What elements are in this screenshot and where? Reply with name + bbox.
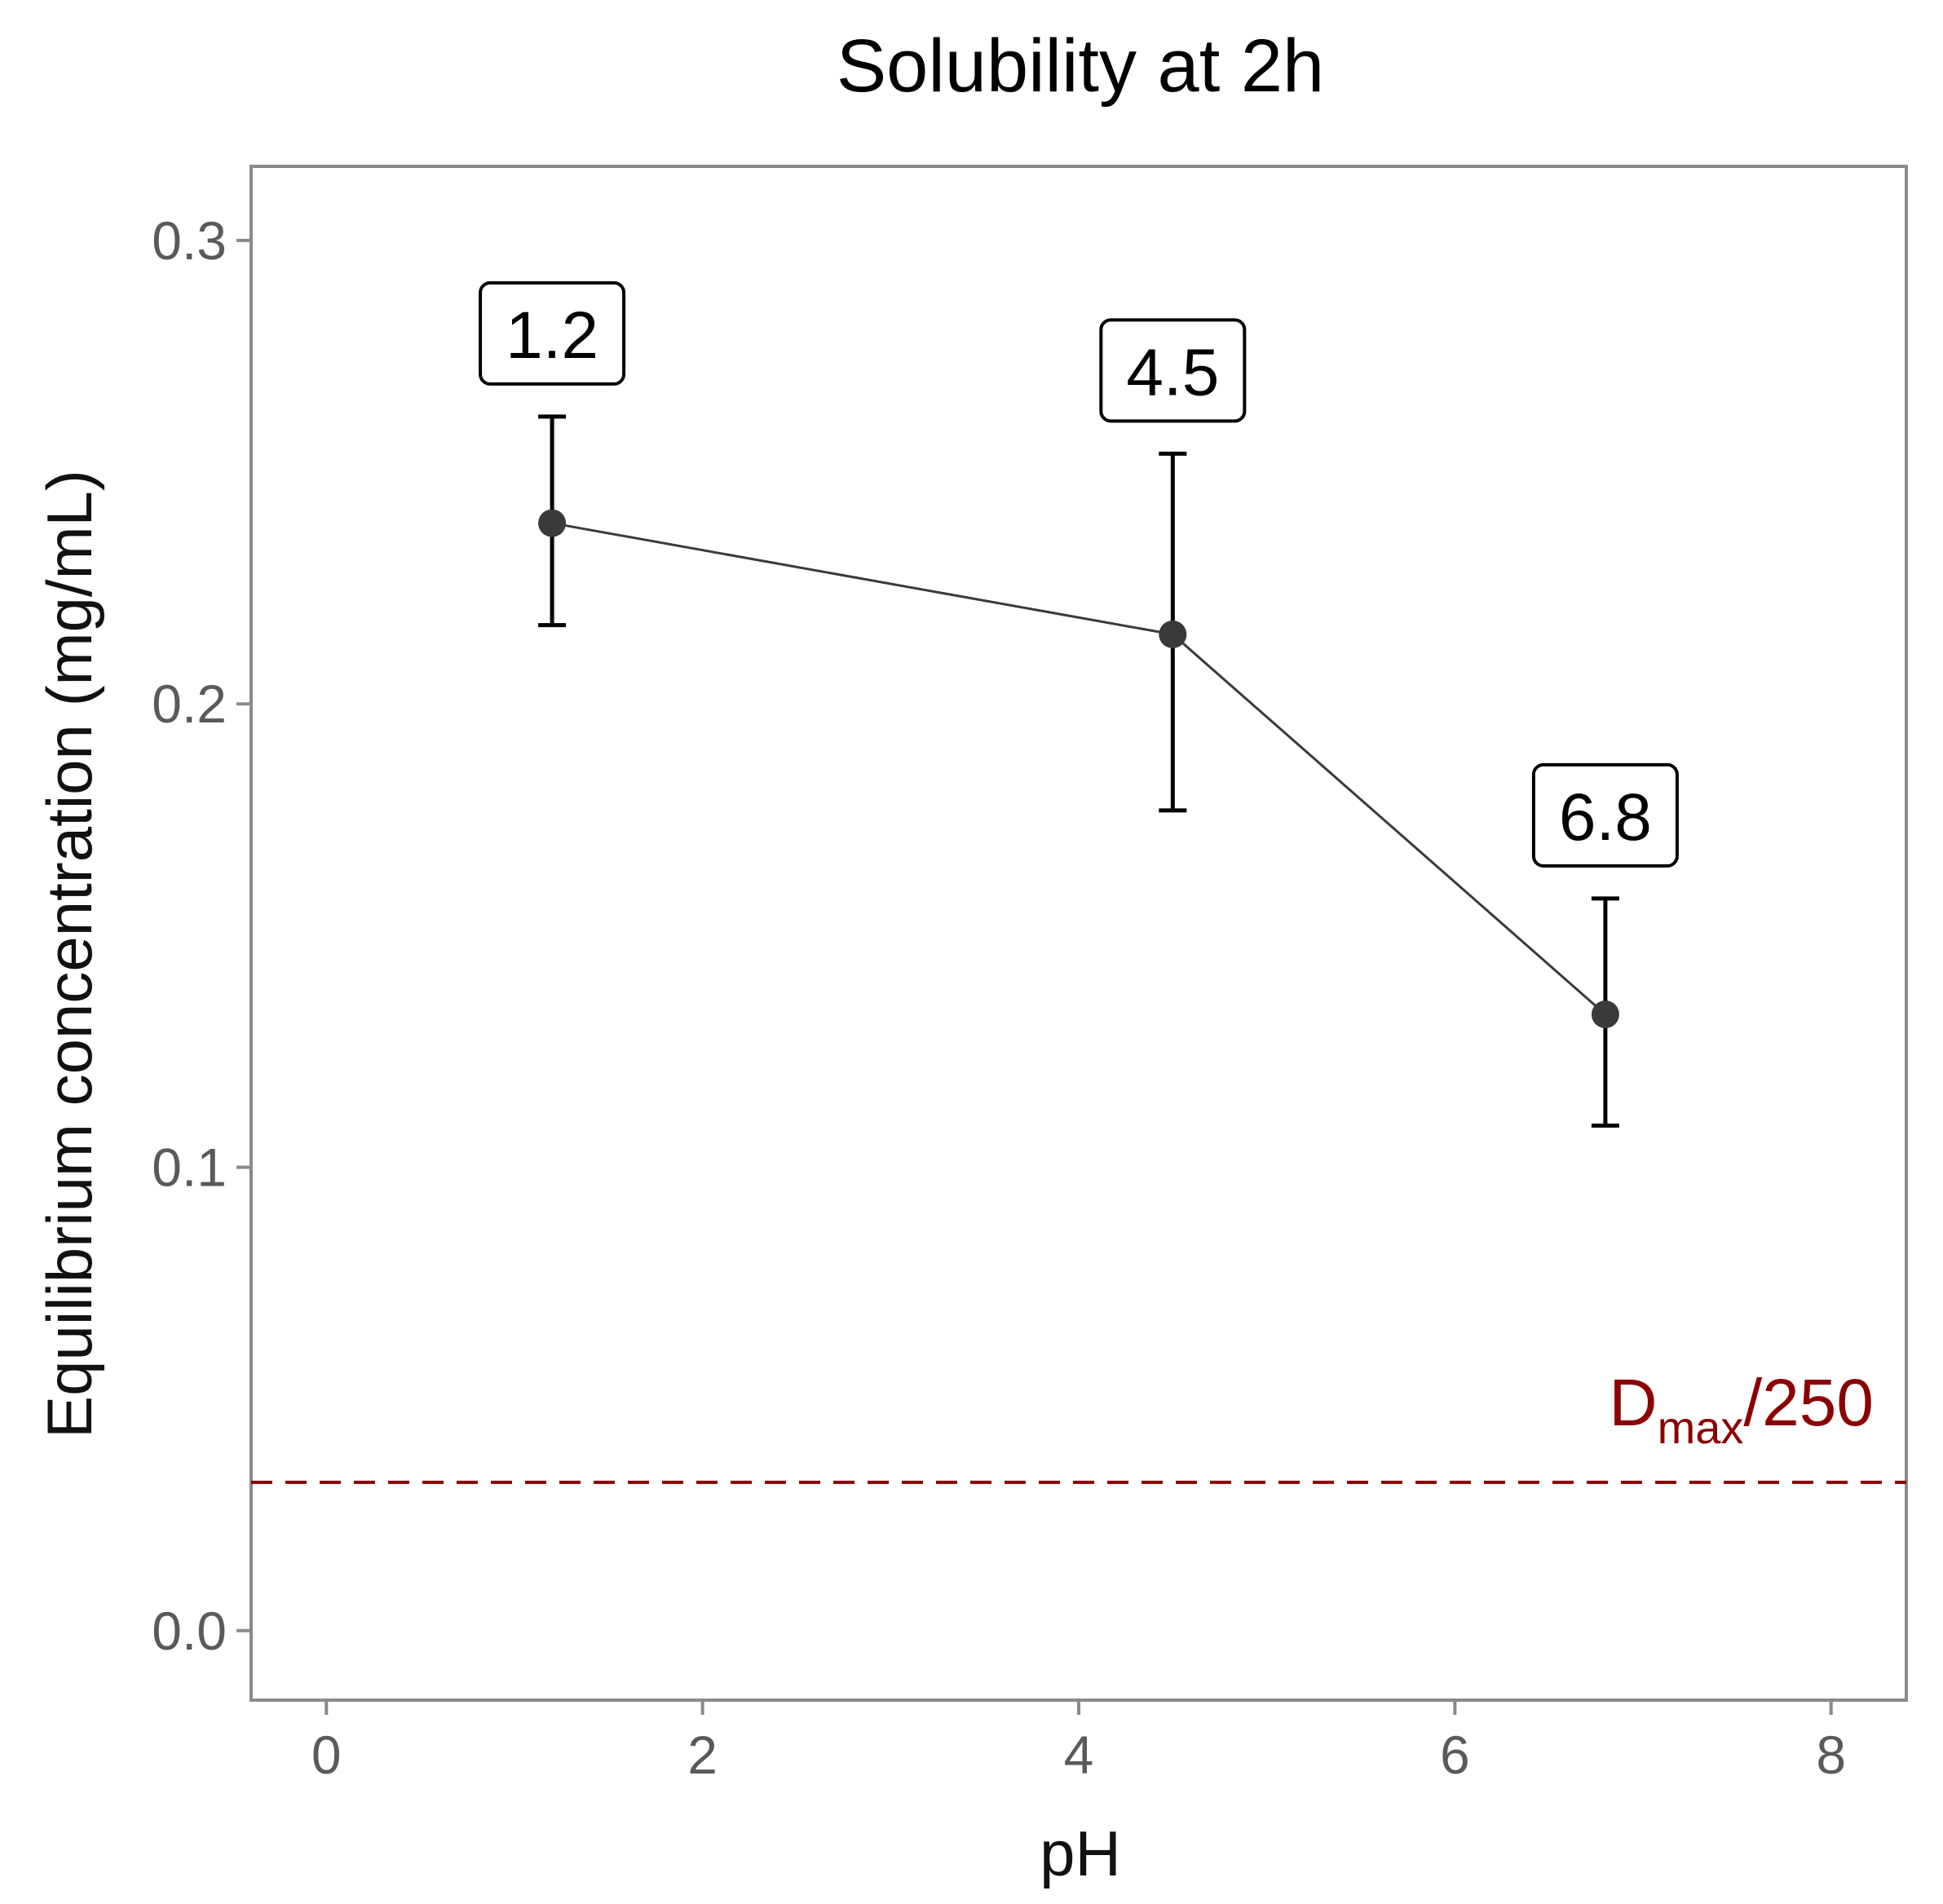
y-tick-label: 0.3 xyxy=(152,210,227,271)
x-tick-label: 0 xyxy=(311,1725,342,1785)
data-point xyxy=(538,509,567,537)
plot-area: 0 2 4 6 8 0.0 0.1 0.2 0.3 Dmax/250 1.2 4.5 6.8 xyxy=(152,165,1908,1785)
data-label: 6.8 xyxy=(1559,780,1652,855)
x-tick-label: 8 xyxy=(1816,1725,1846,1785)
x-tick-label: 2 xyxy=(687,1725,718,1785)
x-tick-label: 4 xyxy=(1064,1725,1094,1785)
chart-title: Solubility at 2h xyxy=(837,24,1324,108)
data-label-box xyxy=(1099,318,1247,423)
data-label-box xyxy=(479,281,626,386)
data-point xyxy=(1159,620,1187,648)
y-tick-label: 0.1 xyxy=(152,1137,227,1197)
y-tick-label: 0.2 xyxy=(152,674,227,734)
data-point xyxy=(1591,1000,1619,1028)
data-label-box xyxy=(1531,762,1679,868)
y-tick-label: 0.0 xyxy=(152,1601,227,1661)
reference-line-label: Dmax/250 xyxy=(1609,1366,1874,1453)
x-axis-title: pH xyxy=(1040,1818,1121,1889)
data-label: 1.2 xyxy=(506,298,598,373)
data-label: 4.5 xyxy=(1126,335,1219,409)
x-tick-label: 6 xyxy=(1440,1725,1470,1785)
y-axis-title: Equilibrium concentration (mg/mL) xyxy=(33,470,105,1438)
